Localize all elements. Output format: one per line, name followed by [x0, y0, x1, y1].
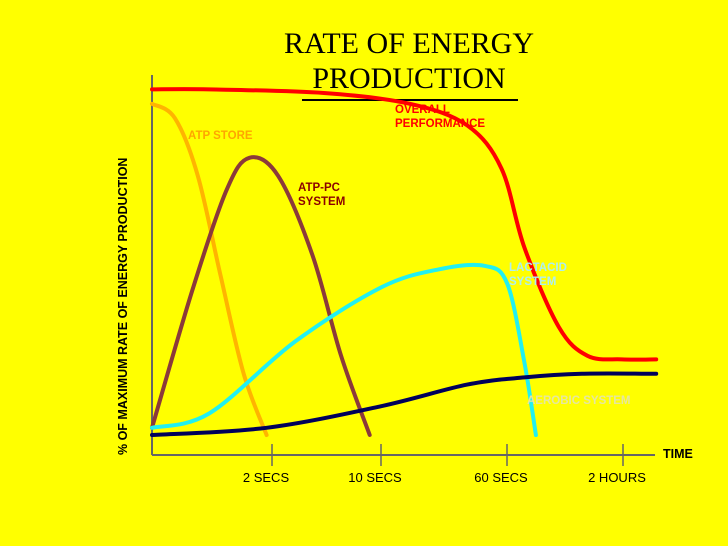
x-tick-label: 2 HOURS	[588, 470, 646, 485]
chart-title-line1: RATE OF ENERGY	[284, 27, 534, 60]
series-curves	[150, 87, 659, 437]
annotation-label: LACTACID SYSTEM	[509, 262, 567, 288]
chart-title-line2: PRODUCTION	[312, 62, 505, 95]
series-line-atp-pc-system	[150, 155, 372, 437]
series-line-overall-performance	[150, 87, 659, 362]
x-axis-label: TIME	[663, 447, 693, 461]
y-axis-label: % OF MAXIMUM RATE OF ENERGY PRODUCTION	[116, 158, 130, 455]
x-tick-label: 10 SECS	[348, 470, 402, 485]
series-line-atp-store	[150, 101, 269, 437]
annotation-label: ATP-PC SYSTEM	[298, 182, 345, 208]
series-line-aerobic-system	[150, 371, 659, 437]
x-tick-label: 2 SECS	[243, 470, 290, 485]
x-tick-label: 60 SECS	[474, 470, 528, 485]
x-ticks: 2 SECS 10 SECS 60 SECS 2 HOURS	[243, 444, 646, 485]
annotation-label: ATP STORE	[188, 130, 253, 142]
annotation-label: AEROBIC SYSTEM	[527, 395, 631, 407]
annotation-label: OVERALL PERFORMANCE	[395, 104, 485, 130]
annotations: OVERALL PERFORMANCE ATP STORE ATP-PC SYSTEM L…	[188, 104, 631, 407]
series-line-lactacid-system	[150, 262, 538, 437]
axes	[151, 75, 655, 456]
